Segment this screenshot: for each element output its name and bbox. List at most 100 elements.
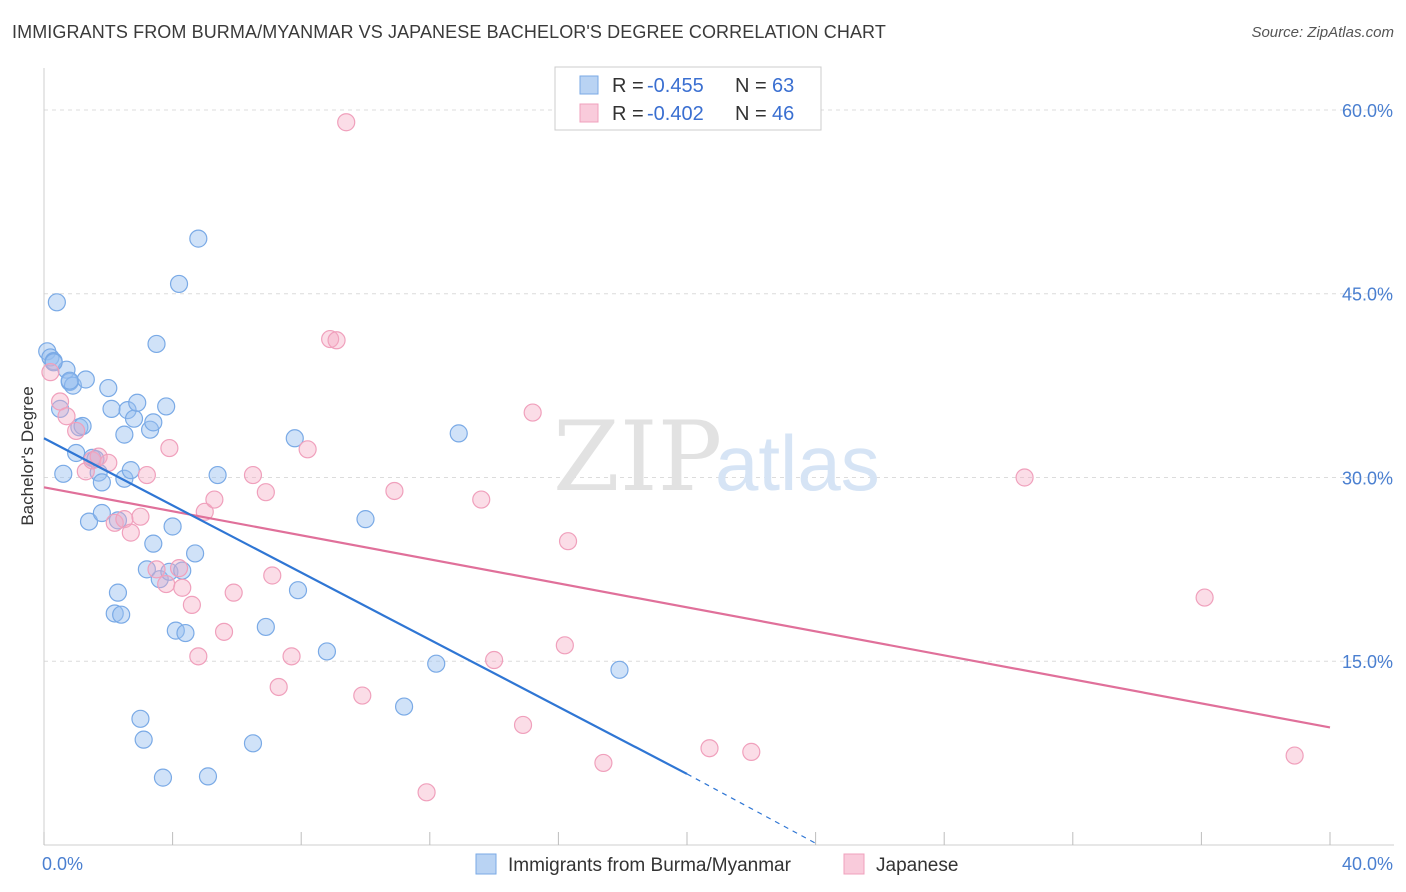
point-japanese-14 xyxy=(157,574,176,594)
point-burma-48 xyxy=(189,229,208,248)
point-burma-25 xyxy=(115,425,134,444)
point-burma-37 xyxy=(147,334,166,354)
point-japanese-30 xyxy=(321,329,340,349)
point-japanese-25 xyxy=(256,483,275,502)
series-japanese-points xyxy=(41,113,1304,802)
point-japanese-22 xyxy=(214,622,234,641)
chart-title: IMMIGRANTS FROM BURMA/MYANMAR VS JAPANES… xyxy=(12,22,886,42)
point-burma-62 xyxy=(60,371,79,390)
point-japanese-21 xyxy=(205,490,224,509)
point-japanese-31 xyxy=(327,331,346,350)
point-burma-5 xyxy=(54,464,73,483)
point-burma-23 xyxy=(108,511,128,530)
point-japanese-47 xyxy=(1285,746,1304,765)
point-japanese-4 xyxy=(76,462,95,481)
point-burma-42 xyxy=(163,517,182,536)
point-japanese-17 xyxy=(173,578,192,597)
trend-line-japanese xyxy=(43,486,1331,729)
point-burma-50 xyxy=(208,465,227,485)
point-japanese-23 xyxy=(224,583,243,602)
legend-box xyxy=(554,66,822,131)
point-burma-12 xyxy=(76,370,95,389)
point-burma-59 xyxy=(449,424,468,443)
series-legend-label-burma: Immigrants from Burma/Myanmar xyxy=(508,855,792,876)
point-burma-30 xyxy=(128,393,147,412)
point-burma-28 xyxy=(121,461,140,480)
watermark: ZIP atlas xyxy=(553,401,880,513)
y-tick-label-3: 60.0% xyxy=(1342,101,1393,121)
point-burma-54 xyxy=(288,581,308,600)
point-japanese-39 xyxy=(523,403,542,422)
point-burma-32 xyxy=(134,730,153,749)
point-japanese-41 xyxy=(558,532,578,551)
point-burma-36 xyxy=(144,534,163,553)
point-burma-29 xyxy=(124,409,144,428)
point-japanese-13 xyxy=(147,560,166,579)
trend-lines xyxy=(43,437,1331,846)
x-tick-label-0: 0.0% xyxy=(42,854,83,874)
point-burma-47 xyxy=(186,544,205,563)
y-axis-title: Bachelor's Degree xyxy=(18,386,37,525)
point-japanese-3 xyxy=(67,421,86,441)
legend-r-value-2: -0.402 xyxy=(647,103,704,125)
point-burma-18 xyxy=(92,503,111,523)
point-burma-3 xyxy=(47,293,66,312)
point-japanese-32 xyxy=(337,113,356,132)
watermark-atlas: atlas xyxy=(715,419,880,507)
point-japanese-10 xyxy=(121,523,140,542)
x-tick-label-1: 40.0% xyxy=(1342,854,1393,874)
point-burma-20 xyxy=(102,399,121,418)
point-burma-60 xyxy=(610,660,629,679)
trend-line-burma xyxy=(43,437,688,775)
point-japanese-42 xyxy=(594,753,613,773)
point-burma-13 xyxy=(79,512,99,531)
legend-n-label-2: N = xyxy=(735,103,767,125)
point-burma-24 xyxy=(112,605,131,624)
point-japanese-37 xyxy=(485,650,504,670)
correlation-legend: R = -0.455 N = 63 R = -0.402 N = 46 xyxy=(554,66,822,131)
point-burma-4 xyxy=(50,399,70,418)
point-burma-55 xyxy=(317,642,337,661)
point-japanese-26 xyxy=(263,566,282,585)
point-japanese-11 xyxy=(131,507,150,526)
point-burma-51 xyxy=(243,734,263,753)
point-japanese-33 xyxy=(353,686,372,705)
point-burma-17 xyxy=(92,473,111,492)
point-burma-56 xyxy=(356,510,375,529)
point-japanese-12 xyxy=(137,465,156,485)
point-japanese-36 xyxy=(472,490,491,509)
series-legend-swatch-japanese xyxy=(843,853,865,875)
point-burma-58 xyxy=(427,654,446,673)
point-burma-49 xyxy=(198,767,218,786)
point-japanese-44 xyxy=(742,742,761,761)
series-burma-points xyxy=(38,229,629,787)
watermark-zip: ZIP xyxy=(553,401,722,513)
point-burma-35 xyxy=(144,413,163,432)
series-legend-label-japanese: Japanese xyxy=(876,855,958,876)
point-japanese-34 xyxy=(385,481,404,501)
y-tick-label-0: 15.0% xyxy=(1342,652,1393,672)
point-japanese-8 xyxy=(105,513,124,532)
point-burma-53 xyxy=(285,429,304,448)
legend-n-value-2: 46 xyxy=(772,103,794,125)
point-burma-31 xyxy=(131,709,150,728)
legend-n-label-1: N = xyxy=(735,75,767,97)
point-japanese-45 xyxy=(1015,468,1034,487)
point-burma-22 xyxy=(108,583,128,602)
legend-swatch-pink xyxy=(579,103,599,123)
point-burma-57 xyxy=(394,697,414,716)
series-legend: Immigrants from Burma/Myanmar Japanese xyxy=(475,853,958,876)
point-burma-40 xyxy=(157,397,176,416)
point-burma-21 xyxy=(105,604,124,623)
point-japanese-0 xyxy=(41,363,60,382)
source-label: Source: ZipAtlas.com xyxy=(1251,24,1394,41)
point-japanese-19 xyxy=(189,647,208,666)
point-burma-39 xyxy=(153,768,173,787)
legend-r-label-1: R = xyxy=(612,75,644,97)
y-tick-label-1: 30.0% xyxy=(1342,468,1393,488)
point-japanese-15 xyxy=(160,438,179,458)
point-japanese-18 xyxy=(182,595,201,614)
y-tick-label-2: 45.0% xyxy=(1342,285,1393,305)
point-japanese-38 xyxy=(513,715,533,735)
